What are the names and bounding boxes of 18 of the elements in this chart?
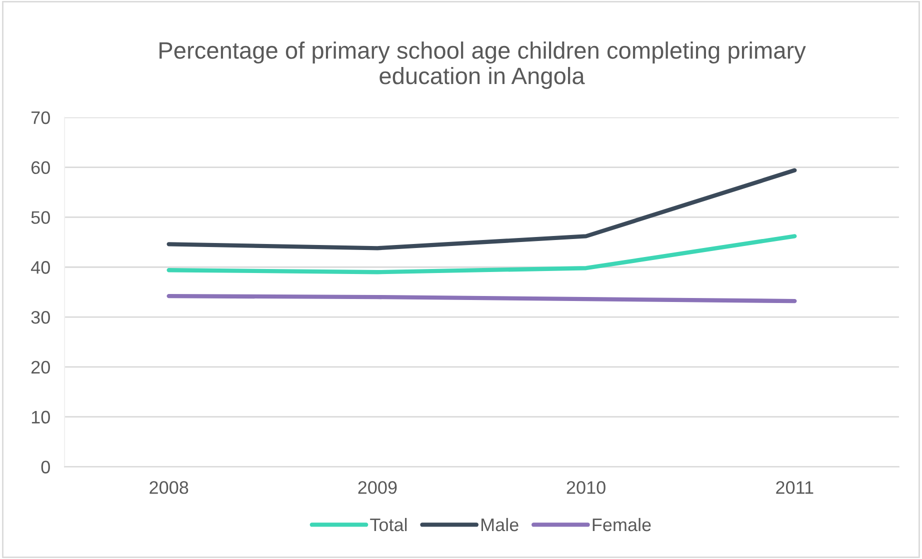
x-tick-label: 2011 [776, 481, 814, 494]
y-tick-label: 60 [31, 161, 50, 174]
line-series [166, 234, 797, 274]
y-tick-label: 50 [31, 211, 50, 224]
legend-label: Total [370, 518, 407, 532]
chart-title: Percentage of primary school age children completing primary education in Angola [160, 42, 806, 89]
x-tick-label: 2010 [566, 481, 606, 494]
x-tick-label: 2008 [150, 481, 188, 494]
x-tick-label: 2009 [358, 481, 397, 494]
line-series [166, 168, 797, 250]
y-tick-label: 20 [31, 360, 50, 374]
legend-label: Female [592, 518, 651, 532]
legend-label: Male [482, 518, 518, 532]
y-tick-label: 30 [31, 310, 50, 324]
y-tick-label: 40 [30, 261, 50, 274]
y-tick-label: 0 [41, 460, 50, 474]
y-tick-label: 10 [32, 410, 50, 424]
y-tick-label: 70 [31, 111, 50, 124]
